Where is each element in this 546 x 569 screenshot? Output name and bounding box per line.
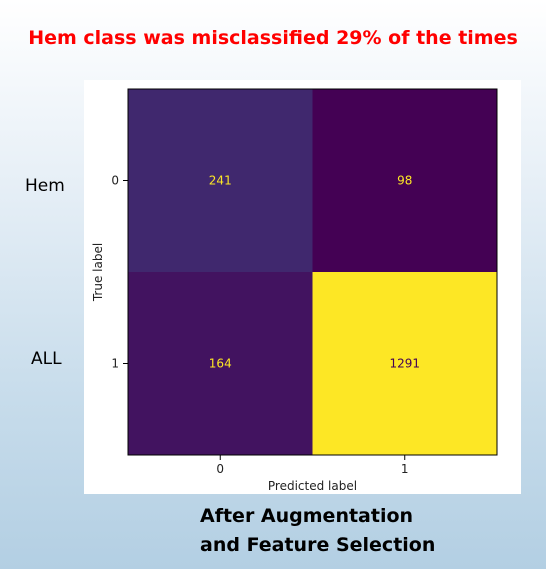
matrix-cell-1-0 xyxy=(128,272,313,455)
matrix-cell-0-1 xyxy=(312,89,497,272)
matrix-value-1-0: 164 xyxy=(209,357,232,371)
plot-frame xyxy=(127,88,498,456)
class-label-hem: Hem xyxy=(25,176,65,196)
x-tick-label-0: 0 xyxy=(216,462,224,476)
matrix-value-0-0: 241 xyxy=(209,174,232,188)
matrix-cell-1-1 xyxy=(312,272,497,455)
confusion-matrix-chart: 241 98 164 1291 0 1 0 1 Predicted label True l… xyxy=(91,88,498,493)
caption-line-2: and Feature Selection xyxy=(200,534,436,556)
class-label-all: ALL xyxy=(31,349,62,369)
matrix-value-0-1: 98 xyxy=(397,174,412,188)
x-axis-label: Predicted label xyxy=(268,479,357,493)
confusion-matrix-panel: 241 98 164 1291 0 1 0 1 Predicted label True l… xyxy=(84,80,521,494)
headline: Hem class was misclassified 29% of the t… xyxy=(28,27,518,49)
matrix-value-1-1: 1291 xyxy=(389,357,420,371)
y-tick-label-1: 1 xyxy=(111,357,119,371)
caption-line-1: After Augmentation xyxy=(200,505,414,527)
y-tick-label-0: 0 xyxy=(111,174,119,188)
x-tick-label-1: 1 xyxy=(401,462,409,476)
y-axis-label: True label xyxy=(91,243,105,302)
matrix-cell-0-0 xyxy=(128,89,313,272)
